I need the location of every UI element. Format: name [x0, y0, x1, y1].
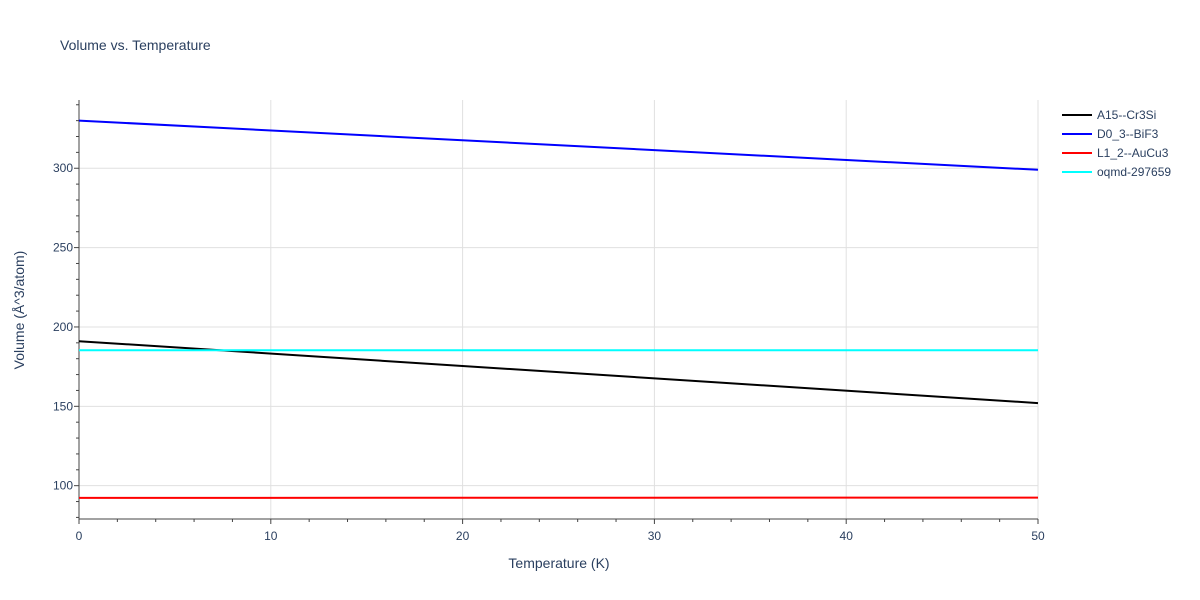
series-line [78, 119, 1039, 171]
plot-area [78, 119, 1039, 499]
y-tick-label: 250 [53, 241, 73, 255]
series-line [78, 340, 1039, 405]
tick-labels: 0 10 20 30 40 50 100 150 200 250 300 [53, 161, 1045, 543]
legend-label: D0_3--BiF3 [1097, 127, 1159, 141]
legend-label: oqmd-297659 [1097, 165, 1171, 179]
y-tick-label: 150 [53, 399, 73, 413]
x-axis-title: Temperature (K) [508, 555, 609, 571]
y-tick-label: 200 [53, 320, 73, 334]
x-tick-label: 30 [648, 529, 662, 543]
y-tick-label: 300 [53, 161, 73, 175]
y-axis-title: Volume (Å^3/atom) [11, 251, 27, 370]
legend-label: A15--Cr3Si [1097, 108, 1156, 122]
y-tick-label: 100 [53, 479, 73, 493]
x-tick-label: 10 [264, 529, 278, 543]
x-tick-label: 20 [456, 529, 470, 543]
legend: A15--Cr3Si D0_3--BiF3 L1_2--AuCu3 oqmd-2976… [1062, 108, 1171, 179]
grid [79, 100, 1039, 519]
axes [74, 100, 1039, 524]
chart-title: Volume vs. Temperature [60, 37, 211, 53]
x-tick-label: 40 [840, 529, 854, 543]
x-tick-label: 0 [76, 529, 83, 543]
legend-label: L1_2--AuCu3 [1097, 146, 1169, 160]
x-tick-label: 50 [1031, 529, 1045, 543]
